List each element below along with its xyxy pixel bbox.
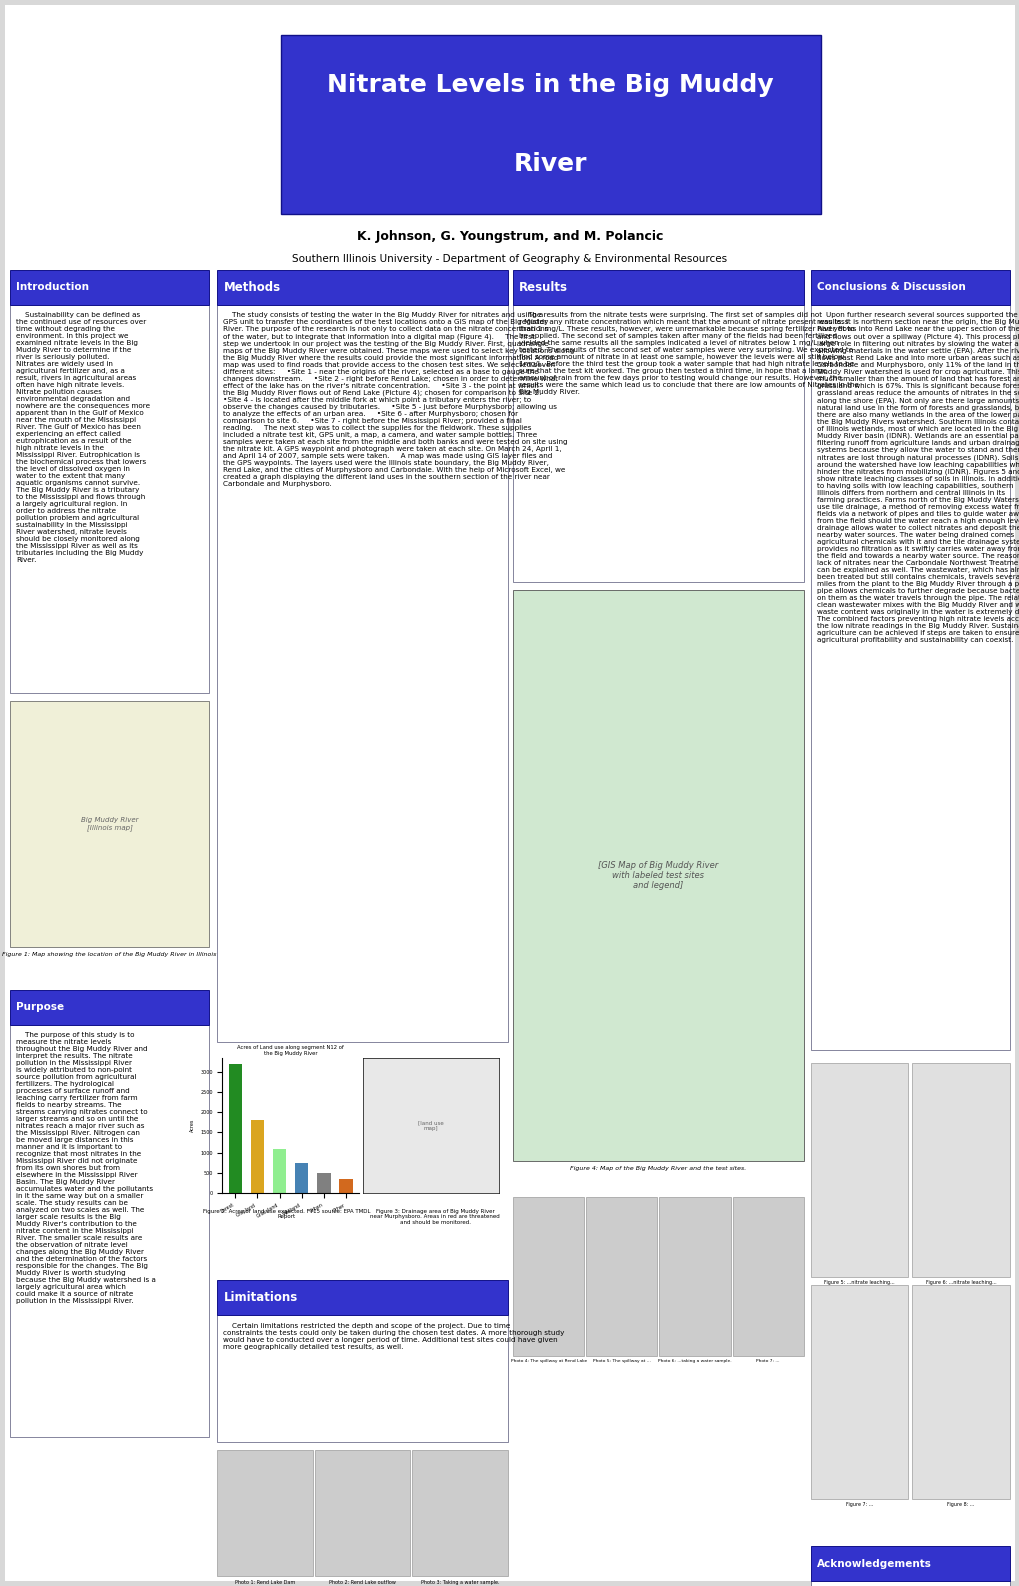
Text: Figure 4: Map of the Big Muddy River and the test sites.: Figure 4: Map of the Big Muddy River and… xyxy=(570,1166,746,1170)
Text: Photo 1: Rend Lake Dam: Photo 1: Rend Lake Dam xyxy=(234,1580,294,1584)
Bar xyxy=(912,1063,1009,1277)
Text: Methods: Methods xyxy=(223,281,280,293)
Bar xyxy=(513,590,803,1161)
Bar xyxy=(513,1197,584,1356)
Text: The study consists of testing the water in the Big Muddy River for nitrates and : The study consists of testing the water … xyxy=(223,312,575,487)
Text: Figure 8: ...: Figure 8: ... xyxy=(947,1502,974,1507)
Bar xyxy=(10,990,209,1025)
Bar xyxy=(228,1064,242,1193)
Bar xyxy=(217,1450,313,1576)
Bar xyxy=(10,270,209,305)
Bar xyxy=(658,1197,730,1356)
Bar xyxy=(810,1285,908,1499)
Bar xyxy=(810,1581,1009,1586)
Text: Figure 7: ...: Figure 7: ... xyxy=(845,1502,872,1507)
Text: K. Johnson, G. Youngstrum, and M. Polancic: K. Johnson, G. Youngstrum, and M. Polanc… xyxy=(357,230,662,243)
Text: Figure 6: ...nitrate leaching...: Figure 6: ...nitrate leaching... xyxy=(925,1280,996,1285)
Bar xyxy=(810,270,1009,305)
Bar xyxy=(732,1197,803,1356)
Text: Conclusions & Discussion: Conclusions & Discussion xyxy=(816,282,965,292)
Text: Photo 7: ...: Photo 7: ... xyxy=(756,1359,780,1364)
Text: Results: Results xyxy=(519,281,568,293)
Bar xyxy=(412,1450,507,1576)
Text: River: River xyxy=(514,152,587,176)
Bar xyxy=(294,1163,308,1193)
Bar xyxy=(217,1280,507,1315)
Bar xyxy=(217,1315,507,1442)
Text: Purpose: Purpose xyxy=(16,1002,64,1012)
Bar xyxy=(280,35,820,214)
Text: Certain limitations restricted the depth and scope of the project. Due to time
c: Certain limitations restricted the depth… xyxy=(223,1323,565,1350)
Bar xyxy=(317,1172,330,1193)
Bar xyxy=(10,701,209,947)
Bar xyxy=(912,1285,1009,1499)
Text: Upon further research several sources supported the test
results. It is northern: Upon further research several sources su… xyxy=(816,312,1019,644)
Bar xyxy=(513,270,803,305)
Bar xyxy=(810,1546,1009,1581)
Text: Photo 4: The spillway at Rend Lake: Photo 4: The spillway at Rend Lake xyxy=(510,1359,586,1364)
Bar xyxy=(10,1025,209,1437)
Text: [GIS Map of Big Muddy River
with labeled test sites
and legend]: [GIS Map of Big Muddy River with labeled… xyxy=(598,861,717,890)
Text: Photo 6: ...taking a water sample.: Photo 6: ...taking a water sample. xyxy=(657,1359,731,1364)
Bar xyxy=(339,1178,353,1193)
Text: Photo 3: Taking a water sample.: Photo 3: Taking a water sample. xyxy=(421,1580,499,1584)
Text: Limitations: Limitations xyxy=(223,1291,298,1304)
Bar xyxy=(513,305,803,582)
Text: Figure 1: Map showing the location of the Big Muddy River in Illinois: Figure 1: Map showing the location of th… xyxy=(2,952,217,956)
Bar xyxy=(586,1197,656,1356)
Bar xyxy=(810,1063,908,1277)
Text: Big Muddy River
[Illinois map]: Big Muddy River [Illinois map] xyxy=(81,817,139,831)
Text: The results from the nitrate tests were surprising. The first set of samples did: The results from the nitrate tests were … xyxy=(519,312,858,395)
Title: Acres of Land use along segment N12 of
the Big Muddy River: Acres of Land use along segment N12 of t… xyxy=(237,1045,343,1056)
Text: Figure 2: Acres of land use expected. FY15 source: EPA TMDL
Report: Figure 2: Acres of land use expected. FY… xyxy=(203,1209,371,1220)
Text: Southern Illinois University - Department of Geography & Environmental Resources: Southern Illinois University - Departmen… xyxy=(292,254,727,263)
Text: Introduction: Introduction xyxy=(16,282,90,292)
Bar xyxy=(251,1120,264,1193)
Text: Nitrate Levels in the Big Muddy: Nitrate Levels in the Big Muddy xyxy=(327,73,773,97)
Text: Figure 3: Drainage area of Big Muddy River
near Murphysboro. Areas in red are th: Figure 3: Drainage area of Big Muddy Riv… xyxy=(370,1209,499,1224)
Text: Acknowledgements: Acknowledgements xyxy=(816,1559,931,1569)
Bar xyxy=(810,305,1009,1050)
Text: Photo 5: The spillway at ...: Photo 5: The spillway at ... xyxy=(592,1359,650,1364)
Bar xyxy=(10,305,209,693)
Text: The purpose of this study is to
measure the nitrate levels
throughout the Big Mu: The purpose of this study is to measure … xyxy=(16,1032,156,1305)
Bar xyxy=(273,1148,286,1193)
Bar xyxy=(315,1450,410,1576)
Text: Figure 5: ...nitrate leaching...: Figure 5: ...nitrate leaching... xyxy=(823,1280,894,1285)
Bar xyxy=(217,270,507,305)
Bar xyxy=(217,305,507,1042)
Text: [land use
map]: [land use map] xyxy=(418,1120,443,1131)
Text: Photo 2: Rend Lake outflow: Photo 2: Rend Lake outflow xyxy=(329,1580,395,1584)
Y-axis label: Acres: Acres xyxy=(190,1118,195,1132)
Text: Sustainability can be defined as
the continued use of resources over
time withou: Sustainability can be defined as the con… xyxy=(16,312,150,563)
